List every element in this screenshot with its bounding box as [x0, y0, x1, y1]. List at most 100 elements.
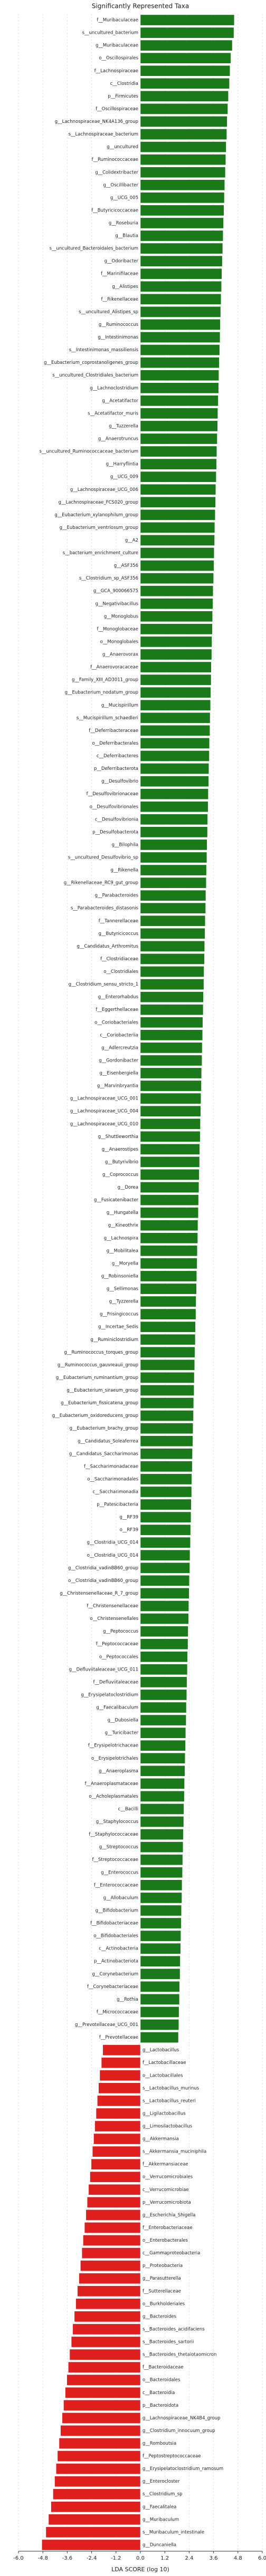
- category-label: s__Clostridium_sp_ASF356: [79, 576, 138, 581]
- category-label: g__Escherichia_Shigella: [142, 2213, 195, 2218]
- category-label: s__Akkermansia_muciniphila: [142, 2149, 206, 2155]
- category-label: g__Incertae_Sedis: [98, 1325, 139, 1330]
- bar: [140, 877, 206, 889]
- category-label: g__Anaerotruncus: [98, 437, 139, 442]
- category-label: g__Peptococcus: [103, 1629, 138, 1634]
- category-label: g__Parabacteroides: [95, 893, 139, 899]
- x-tick-label: -6.0: [13, 2555, 24, 2561]
- x-tick-label: 4.8: [234, 2555, 242, 2561]
- category-label: o__Lactobacillales: [142, 2073, 183, 2078]
- bar: [81, 2247, 141, 2259]
- category-label: s__Lactobacillus_murinus: [142, 2086, 200, 2091]
- bar: [42, 2539, 141, 2551]
- bar: [140, 1575, 190, 1586]
- bar: [140, 1321, 196, 1333]
- bar: [101, 2057, 141, 2069]
- bar: [140, 382, 219, 394]
- bar: [45, 2526, 141, 2538]
- bar: [98, 2082, 141, 2094]
- category-label: g__Christensenellaceae_R_7_group: [60, 1591, 138, 1596]
- category-label: g__A2: [125, 538, 138, 543]
- category-label: f__Bacteroidaceae: [142, 2365, 184, 2370]
- category-label: g__Streptococcus: [99, 1845, 139, 1850]
- bar: [140, 1093, 201, 1104]
- bar: [140, 167, 226, 178]
- category-label: f__Enterobacteriaceae: [142, 2225, 193, 2231]
- category-label: c__Deferribacteres: [97, 754, 139, 759]
- bar: [140, 1854, 183, 1866]
- bar: [140, 1042, 203, 1054]
- category-label: g__Rikenellaceae_RC9_gut_group: [64, 881, 138, 886]
- bar: [140, 750, 210, 761]
- category-label: g__Roseburia: [109, 220, 138, 226]
- category-label: g__Ruminococcus_torques_group: [64, 1350, 138, 1355]
- category-label: g__Alistipes: [112, 284, 138, 290]
- bar: [140, 1651, 188, 1663]
- bar: [140, 446, 217, 457]
- x-tick-label: -1.2: [111, 2555, 121, 2561]
- category-label: g__Ruminococcus_gauvreauii_group: [58, 1363, 138, 1368]
- bar: [140, 1930, 181, 1942]
- bar: [140, 674, 212, 686]
- bar: [140, 1588, 189, 1599]
- bar: [140, 649, 212, 660]
- category-label: g__Eubacterium_coprostanoligenes_group: [44, 360, 138, 365]
- bar: [140, 1461, 193, 1472]
- category-label: g__Lachnospira: [104, 1236, 138, 1241]
- bar: [140, 1803, 184, 1815]
- category-label: g__Candidatus_Arthromitus: [77, 944, 138, 949]
- bar: [140, 1131, 201, 1142]
- bar: [140, 40, 233, 51]
- bar: [140, 129, 227, 140]
- bar: [140, 1144, 200, 1155]
- bar: [140, 1613, 189, 1624]
- bar: [140, 839, 207, 851]
- bar: [140, 230, 223, 242]
- bar: [140, 420, 218, 432]
- category-label: g__Lactobacillus: [142, 2048, 179, 2053]
- bar: [140, 1829, 184, 1840]
- bar: [140, 1499, 192, 1510]
- category-label: f__Desulfovibrionaceae: [87, 792, 138, 797]
- category-label: s__Bacteroides_thetaiotaomicron: [142, 2352, 216, 2358]
- category-label: g__Coprococcus: [102, 1172, 139, 1178]
- bar: [140, 560, 214, 571]
- category-label: g__Monoglobus: [104, 614, 139, 619]
- category-label: f__Tannerellaceae: [99, 919, 138, 924]
- category-label: g__Clostridium_innocuum_group: [142, 2428, 215, 2434]
- bar: [140, 902, 206, 914]
- x-tick-label: 0.0: [136, 2555, 145, 2561]
- category-label: c__Clostridia: [110, 81, 138, 86]
- category-label: c__Bacteroidia: [142, 2390, 175, 2396]
- category-label: g__Defluviitaleaceae_UCG_011: [69, 1667, 138, 1672]
- category-label: g__Lachnospiraceae_UCG_006: [70, 487, 138, 493]
- bar: [140, 890, 206, 901]
- bar: [140, 1448, 193, 1460]
- category-label: g__Faecalitalea: [142, 2504, 176, 2510]
- bar: [140, 535, 215, 546]
- category-label: o__Coriobacteriales: [94, 1020, 138, 1025]
- category-label: f__Corynebacteriaceae: [87, 1984, 138, 1990]
- category-label: p__Deferribacterota: [94, 766, 138, 771]
- bar: [140, 281, 222, 292]
- bar: [140, 1791, 185, 1802]
- category-label: o__Peptococcales: [99, 1654, 139, 1660]
- category-label: g__Desulfovibrio: [101, 779, 138, 784]
- bar: [88, 2184, 141, 2195]
- category-label: s__Lactobacillus_reuteri: [142, 2098, 196, 2104]
- category-label: p__Actinobacteriota: [94, 1959, 138, 1964]
- bar: [140, 332, 221, 343]
- category-label: s__Bacteroides_acidifaciens: [142, 2327, 205, 2332]
- category-label: g__Bilophila: [112, 842, 138, 847]
- category-label: s__uncultured_Clostridiales_bacterium: [52, 373, 138, 378]
- bar: [140, 979, 204, 990]
- category-label: g__GCA_900066575: [93, 588, 138, 594]
- category-label: g__Rothia: [117, 1997, 138, 2002]
- category-label: g__Butyricicoccus: [99, 931, 139, 937]
- bar: [140, 915, 206, 927]
- bar: [140, 1270, 197, 1282]
- bar: [60, 2425, 141, 2436]
- category-label: s__uncultured_Alistipes_sp: [79, 310, 138, 315]
- bar: [65, 2387, 141, 2398]
- bar: [140, 1296, 196, 1307]
